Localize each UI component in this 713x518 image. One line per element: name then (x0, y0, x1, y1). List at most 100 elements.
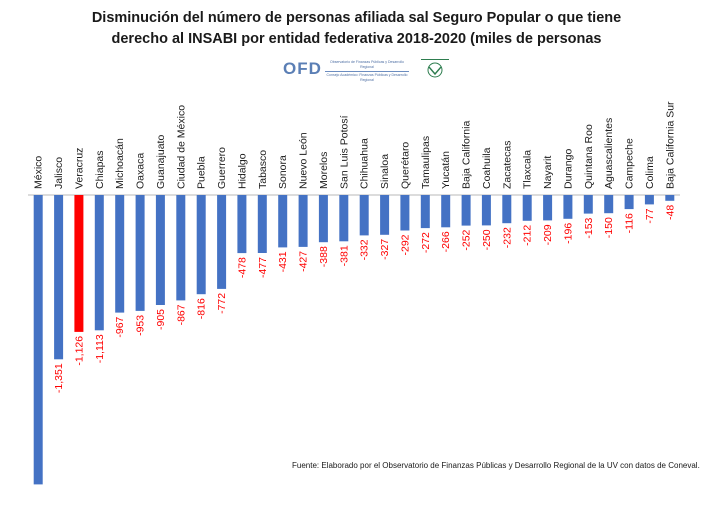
category-label: Nayarit (542, 156, 554, 189)
data-label: -332 (359, 239, 371, 260)
category-label: Guerrero (216, 147, 228, 189)
category-label: Guanajuato (155, 135, 167, 189)
bar-15 (339, 195, 349, 242)
category-label: Chihuahua (359, 138, 371, 189)
data-label: -292 (399, 234, 411, 255)
chart-title-line-1: Disminución del número de personas afili… (91, 10, 622, 26)
category-label: Durango (562, 149, 574, 189)
bar-11 (257, 195, 267, 253)
category-label: Oaxaca (135, 153, 147, 189)
category-label: Nuevo León (298, 132, 310, 189)
data-label: -48 (664, 205, 676, 220)
category-label: Veracruz (73, 148, 85, 189)
bar-8 (196, 195, 206, 295)
bar-14 (318, 195, 328, 243)
category-label: Aguascalientes (603, 118, 615, 189)
data-label: -478 (236, 257, 248, 278)
data-label: -1,113 (94, 334, 106, 363)
bar-24 (522, 195, 532, 221)
bar-5 (135, 195, 145, 311)
bar-23 (502, 195, 512, 224)
category-label: Colima (644, 156, 656, 189)
category-label: Zacatecas (501, 141, 513, 189)
data-label: -150 (603, 217, 615, 238)
data-label: -431 (277, 251, 289, 272)
data-label: -477 (257, 257, 269, 278)
chart-title-line-2: derecho al INSABI por entidad federativa… (111, 31, 602, 47)
category-label: Jalisco (53, 157, 65, 189)
category-labels: México Jalisco Veracruz Chiapas Michoacán Oax… (33, 101, 677, 189)
data-label: -252 (461, 229, 473, 250)
category-label: Sonora (277, 155, 289, 189)
data-label: -1,126 (73, 336, 85, 366)
bar-3 (94, 195, 104, 331)
category-label: Querétaro (399, 142, 411, 189)
bar-26 (563, 195, 573, 219)
data-label: -232 (501, 227, 513, 248)
data-label: -427 (298, 251, 310, 272)
category-label: Baja California Sur (664, 101, 676, 189)
data-label: -388 (318, 246, 330, 267)
category-label: Michoacán (114, 138, 126, 189)
bar-6 (155, 195, 165, 305)
data-label: -772 (216, 293, 228, 314)
data-label: -272 (420, 232, 432, 253)
category-label: Puebla (196, 156, 208, 189)
bar-0 (33, 195, 43, 485)
logo-acronym: OFD (283, 59, 322, 78)
category-label: Hidalgo (236, 153, 248, 189)
bar-20 (441, 195, 451, 228)
data-label: -77 (644, 208, 656, 223)
logo-divider (325, 71, 409, 72)
uv-emblem-icon (421, 59, 449, 78)
data-label: -212 (522, 225, 534, 246)
data-labels: -1,351 -1,126 -1,113 -967 -953 -905 -867 -816 -7… (53, 205, 676, 393)
source-note: Fuente: Elaborado por el Observatorio de… (292, 461, 700, 470)
data-label: -116 (624, 213, 636, 233)
category-label: Campeche (624, 138, 636, 189)
data-label: -967 (114, 316, 126, 337)
data-label: -153 (583, 217, 595, 238)
category-label: Quintana Roo (583, 124, 595, 189)
data-label: -266 (440, 231, 452, 252)
ofd-logo: OFD Observatorio de Finanzas Públicas y … (283, 58, 458, 82)
bar-1 (54, 195, 64, 360)
bar-9 (217, 195, 227, 289)
bar-10 (237, 195, 247, 254)
category-label: Sinaloa (379, 154, 391, 189)
logo-subtitle: Observatorio de Finanzas Públicas y Desa… (330, 60, 404, 69)
bar-28 (604, 195, 614, 214)
bar-21 (461, 195, 471, 226)
bar-17 (380, 195, 390, 235)
data-label: -905 (155, 309, 167, 330)
data-label: -209 (542, 224, 554, 245)
category-label: Tlaxcala (522, 150, 534, 189)
bar-2 (74, 195, 84, 332)
data-label: -250 (481, 229, 493, 250)
chart-title: Disminución del número de personas afili… (0, 8, 713, 50)
data-label: -196 (562, 223, 574, 244)
bar-30 (644, 195, 654, 205)
category-label: Coahuila (481, 147, 493, 189)
data-label: -327 (379, 239, 391, 260)
data-label: -867 (175, 304, 187, 325)
category-label: Morelos (318, 152, 330, 189)
bar-31 (665, 195, 675, 201)
bar-25 (543, 195, 553, 221)
bar-29 (624, 195, 634, 210)
bar-16 (359, 195, 369, 236)
bar-13 (298, 195, 308, 247)
category-label: Yucatán (440, 151, 452, 189)
bar-19 (420, 195, 430, 229)
bars (33, 195, 675, 485)
data-label: -953 (135, 315, 147, 336)
category-label: Ciudad de México (175, 105, 187, 189)
bar-7 (176, 195, 186, 301)
bar-22 (481, 195, 491, 226)
category-label: Tabasco (257, 150, 269, 189)
category-label: San Luis Potosí (338, 115, 350, 189)
bar-27 (583, 195, 593, 214)
bar-4 (115, 195, 125, 313)
data-label: -381 (338, 245, 350, 266)
